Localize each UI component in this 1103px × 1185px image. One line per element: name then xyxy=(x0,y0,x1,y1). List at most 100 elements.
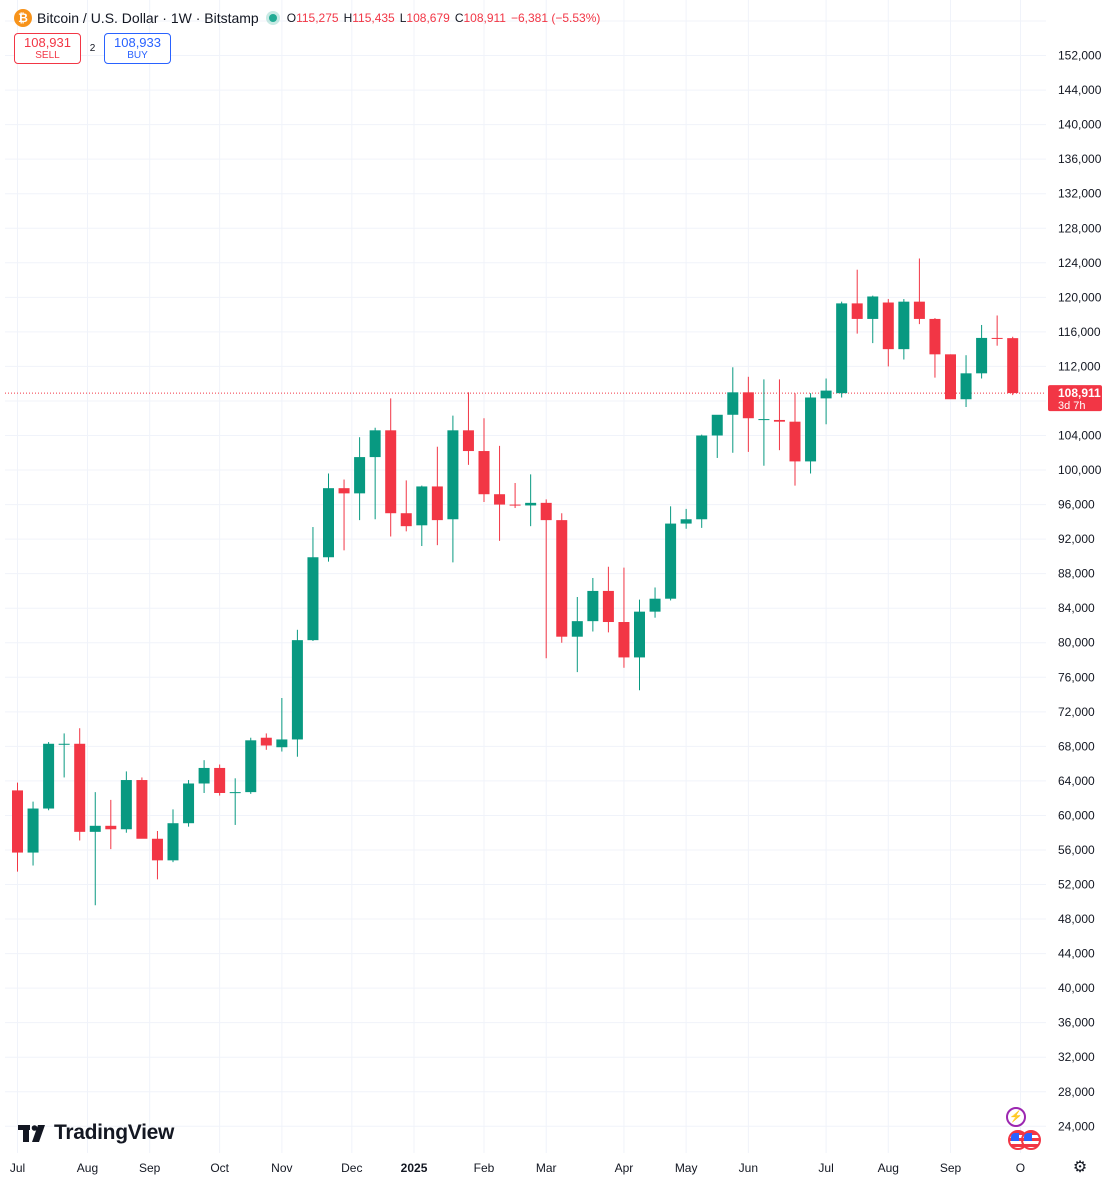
price-tick-label: 96,000 xyxy=(1058,498,1095,512)
candle-body xyxy=(509,504,521,506)
sell-button[interactable]: 108,931 SELL xyxy=(14,33,81,64)
candle xyxy=(680,508,692,529)
ohlc-values: O115,275 H115,435 L108,679 C108,911 −6,3… xyxy=(287,11,601,25)
tradingview-logo-icon xyxy=(18,1124,45,1142)
candle xyxy=(805,393,817,474)
candle xyxy=(991,315,1003,346)
candle-body xyxy=(307,557,319,641)
candle-body xyxy=(711,414,723,436)
candle-body xyxy=(680,519,692,524)
us-flag-events-icon[interactable] xyxy=(1008,1130,1044,1150)
candle-body xyxy=(556,520,568,637)
candle xyxy=(120,771,132,833)
ohlc-high: H115,435 xyxy=(343,11,395,25)
candle-body xyxy=(805,397,817,462)
candle-body xyxy=(245,740,257,793)
price-tick-label: 72,000 xyxy=(1058,705,1095,719)
candle xyxy=(525,474,537,527)
candle xyxy=(711,414,723,458)
last-price-label: 108,911 xyxy=(1058,386,1101,400)
candle xyxy=(945,354,956,400)
candle-body xyxy=(696,435,708,520)
brand-name: TradingView xyxy=(54,1121,175,1144)
candle xyxy=(323,473,334,562)
spread-value: 2 xyxy=(89,43,96,54)
candle-body xyxy=(323,488,334,558)
candle xyxy=(929,318,941,378)
candle xyxy=(369,427,381,520)
candle xyxy=(773,379,785,451)
sell-label: SELL xyxy=(35,50,60,62)
price-tick-label: 128,000 xyxy=(1058,221,1102,235)
candle-body xyxy=(183,783,195,824)
buy-label: BUY xyxy=(127,50,148,62)
candle xyxy=(836,301,848,398)
time-tick-label: Mar xyxy=(536,1161,557,1175)
time-tick-label: May xyxy=(675,1161,698,1175)
candle xyxy=(400,480,412,532)
price-tick-label: 52,000 xyxy=(1058,878,1095,892)
candle xyxy=(58,733,70,778)
candle-body xyxy=(120,780,132,830)
symbol-title[interactable]: Bitcoin / U.S. Dollar · 1W · Bitstamp xyxy=(37,10,259,26)
last-price-tag-bg xyxy=(1048,385,1102,412)
candle xyxy=(89,792,101,906)
price-tick-label: 116,000 xyxy=(1058,325,1101,339)
candle-body xyxy=(836,303,848,394)
candle xyxy=(540,499,552,659)
tradingview-logo[interactable]: TradingView xyxy=(18,1121,174,1145)
candle-body xyxy=(151,838,163,861)
candle xyxy=(431,446,443,546)
time-tick-label: Aug xyxy=(77,1161,98,1175)
candle-body xyxy=(105,825,117,830)
time-tick-label: Dec xyxy=(341,1161,362,1175)
candle xyxy=(151,830,163,880)
price-tick-label: 120,000 xyxy=(1058,290,1102,304)
candle-body xyxy=(587,590,599,622)
time-tick-label: Sep xyxy=(139,1161,161,1175)
price-tick-label: 64,000 xyxy=(1058,774,1095,788)
lightning-icon[interactable]: ⚡ xyxy=(1006,1107,1026,1127)
candle-body xyxy=(338,488,350,494)
time-tick-label: Nov xyxy=(271,1161,292,1175)
market-open-icon xyxy=(268,14,277,22)
price-tick-label: 132,000 xyxy=(1058,187,1102,201)
price-axis[interactable]: 24,000 28,000 32,000 36,000 40,000 44,000 48,0… xyxy=(1058,49,1102,1134)
buy-button[interactable]: 108,933 BUY xyxy=(104,33,171,64)
gear-icon[interactable]: ⚙ xyxy=(1072,1159,1088,1176)
candle-body xyxy=(618,622,630,658)
price-tick-label: 24,000 xyxy=(1058,1119,1095,1133)
price-tick-label: 84,000 xyxy=(1058,601,1095,615)
candle-body xyxy=(851,303,863,319)
candle-body xyxy=(12,790,23,853)
candle-body xyxy=(649,598,661,612)
time-tick-label: Jul xyxy=(818,1161,833,1175)
trade-buttons: 108,931 SELL 2 108,933 BUY xyxy=(14,33,171,64)
ohlc-low: L108,679 xyxy=(399,11,450,25)
grid-lines xyxy=(5,0,1046,1153)
candle-body xyxy=(462,430,474,452)
time-tick-label: O xyxy=(1016,1161,1025,1175)
candle-body xyxy=(773,419,785,422)
price-tick-label: 92,000 xyxy=(1058,532,1095,546)
candle xyxy=(260,733,272,750)
candle xyxy=(882,299,894,367)
candle xyxy=(74,728,86,841)
candle-body xyxy=(416,486,428,526)
candle-body xyxy=(198,767,210,784)
candle xyxy=(198,760,210,793)
price-tick-label: 100,000 xyxy=(1058,463,1102,477)
candle xyxy=(276,698,288,752)
candle xyxy=(447,415,459,563)
candle-body xyxy=(291,640,303,740)
time-axis[interactable]: Jul Aug Sep Oct Nov Dec 2025 Feb Mar Apr May Jun Jul… xyxy=(10,1161,1025,1175)
candle xyxy=(307,527,319,642)
price-tick-label: 56,000 xyxy=(1058,843,1095,857)
price-tick-label: 136,000 xyxy=(1058,152,1102,166)
candle xyxy=(649,587,661,618)
candle-body xyxy=(431,486,443,521)
candle-body xyxy=(945,354,956,400)
time-tick-label: Jun xyxy=(739,1161,758,1175)
price-tick-label: 112,000 xyxy=(1058,359,1101,373)
